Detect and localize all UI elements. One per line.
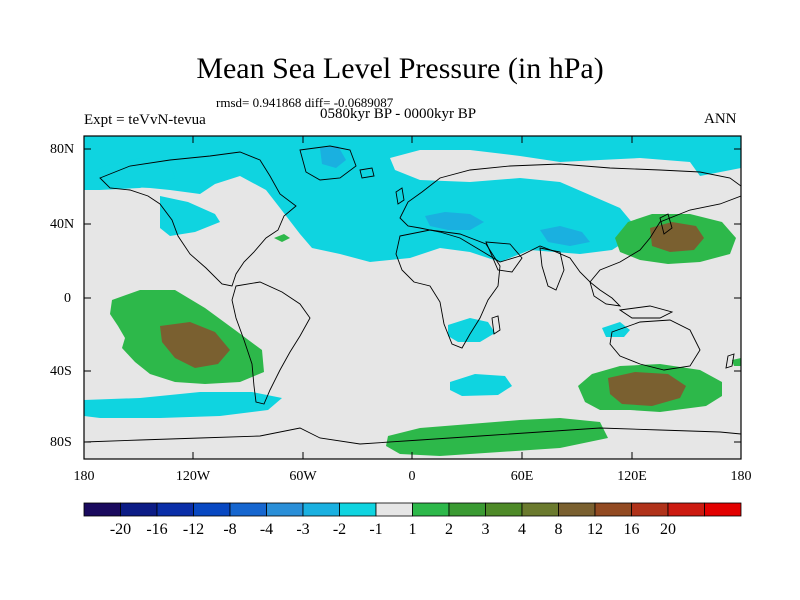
colorbar-swatch-14 [594,502,632,517]
experiment-label: Expt = teVvN-tevua [84,112,206,128]
colorbar-label-15: 20 [660,521,676,538]
anomaly-south-pacific [84,392,282,418]
colorbar-swatch-13 [558,502,596,517]
colorbar-swatch-8 [375,502,413,517]
lon-label-60w: 60W [289,469,317,484]
anomaly-central-asia [540,226,590,246]
lat-label-40s: 40S [50,364,72,379]
anomaly-south-africa [448,318,495,342]
colorbar-swatch-12 [521,502,559,517]
anomaly-mediterranean [425,212,484,230]
lon-label-60e: 60E [511,469,534,484]
colorbar-label-13: 12 [587,521,603,538]
colorbar-label-2: -12 [183,521,204,538]
colorbar-label-4: -4 [260,521,273,538]
colorbar-swatch-17 [704,502,742,517]
anomaly-new-zealand [732,358,741,366]
lat-label-80s: 80S [50,435,72,450]
anomaly-core-west-pacific [650,222,704,252]
colorbar-label-3: -8 [223,521,236,538]
axis-ticks [83,136,742,459]
colorbar-swatch-9 [412,502,450,517]
season-label: ANN [704,111,737,127]
colorbar-swatch-2 [156,502,194,517]
lon-label-120w: 120W [176,469,211,484]
colorbar-label-8: 1 [409,521,417,538]
lat-label-80n: 80N [50,142,74,157]
anomaly-north-pacific [160,196,220,236]
lon-label-120e: 120E [617,469,647,484]
lon-label-180w: 180 [74,469,95,484]
colorbar-label-14: 16 [624,521,640,538]
anomaly-south-indian [450,374,512,396]
lat-label-40n: 40N [50,217,74,232]
lat-label-0: 0 [64,291,71,306]
lon-label-180e: 180 [731,469,752,484]
colorbar-label-11: 4 [518,521,526,538]
colorbar-label-5: -3 [296,521,309,538]
stats-text: rmsd= 0.941868 diff= -0.0689087 [216,95,394,110]
anomaly-siberia [320,146,346,168]
anomaly-north-america-small [274,234,290,242]
anomaly-core-south-pacific [160,322,230,368]
period-label: 0580kyr BP - 0000kyr BP [320,106,477,122]
colorbar-label-0: -20 [110,521,131,538]
colorbar-swatch-10 [448,502,486,517]
coastlines [84,145,741,459]
chart-title: Mean Sea Level Pressure (in hPa) [196,52,604,85]
colorbar-swatch-16 [667,502,705,517]
colorbar-swatch-15 [631,502,669,517]
colorbar-label-12: 8 [555,521,563,538]
anomaly-antarctic-coast [386,418,608,456]
anomaly-australia-west [602,322,630,337]
colorbar-label-10: 3 [482,521,490,538]
colorbar-swatch-3 [193,502,231,517]
colorbar-swatch-4 [229,502,267,517]
colorbar-swatch-7 [339,502,377,517]
colorbar-swatch-11 [485,502,523,517]
colorbar-swatch-5 [266,502,304,517]
colorbar-swatch-1 [120,502,158,517]
colorbar-label-1: -16 [146,521,167,538]
anomaly-alaska [84,158,175,190]
colorbar-swatch-0 [83,502,121,517]
anomaly-core-southern-ocean [608,372,686,406]
colorbar-label-9: 2 [445,521,453,538]
colorbar-label-7: -1 [369,521,382,538]
colorbar-label-6: -2 [333,521,346,538]
lon-label-0: 0 [409,469,416,484]
colorbar-swatch-6 [302,502,340,517]
